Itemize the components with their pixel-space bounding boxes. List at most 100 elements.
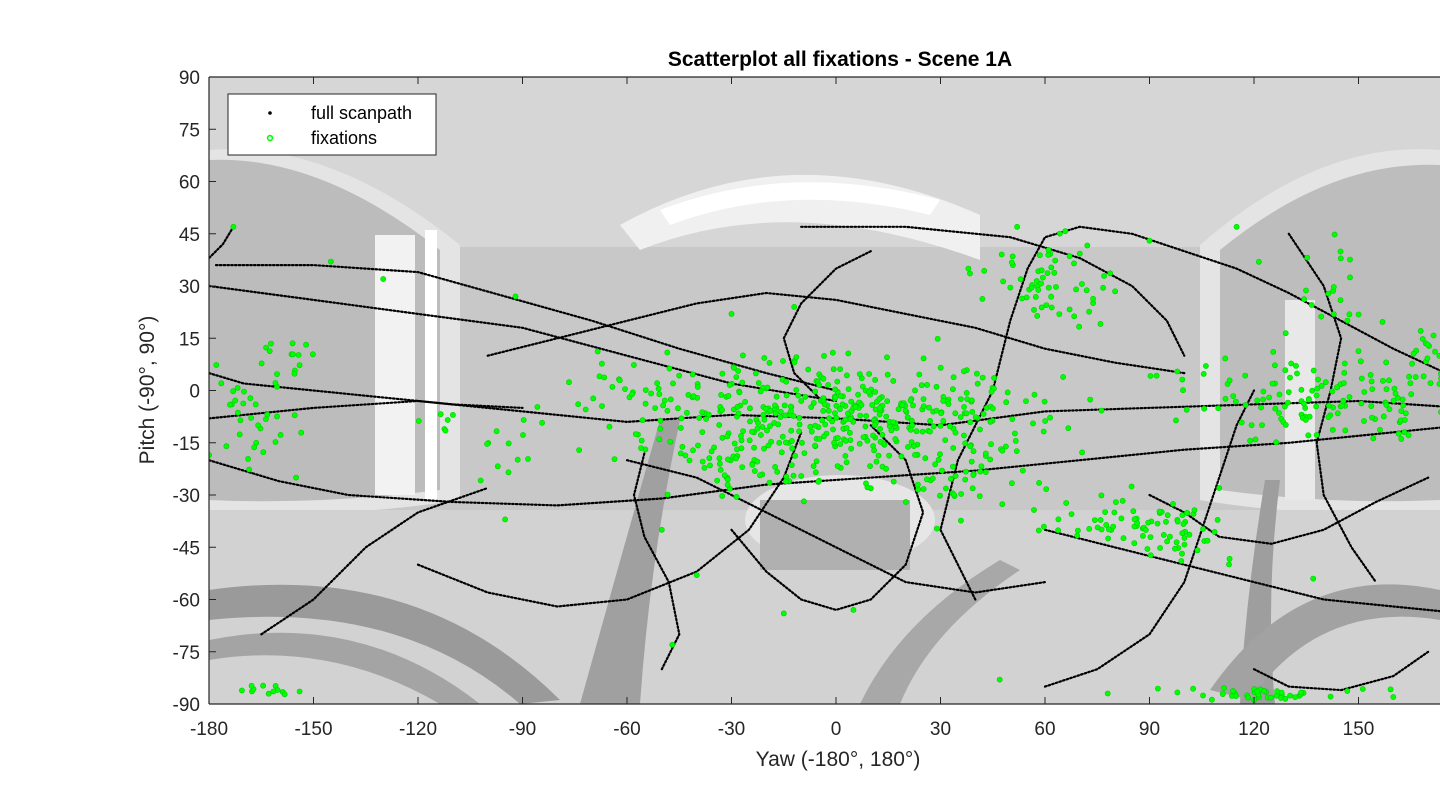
fixation-point [877, 438, 884, 445]
fixation-point [832, 410, 838, 416]
fixation-point [1347, 256, 1353, 263]
fixation-point [1043, 486, 1050, 492]
fixation-point [1104, 690, 1111, 697]
fixation-point [1057, 230, 1063, 237]
panorama-background [209, 77, 1440, 704]
x-tick-label: -60 [613, 719, 640, 740]
fixation-point [502, 516, 508, 523]
fixation-point [716, 422, 723, 428]
fixation-point [950, 463, 956, 470]
fixation-point [1417, 327, 1424, 334]
fixation-point [1179, 376, 1186, 383]
y-tick-label: 15 [179, 329, 200, 350]
fixation-point [843, 459, 850, 466]
scanpath-line [209, 372, 524, 409]
fixation-point [830, 366, 837, 373]
fixation-point [1051, 269, 1058, 276]
fixation-point [988, 441, 994, 448]
fixation-point [863, 413, 870, 419]
fixation-point [837, 393, 844, 399]
fixation-point [1305, 432, 1312, 439]
fixation-point [664, 491, 671, 498]
fixation-point [525, 456, 531, 462]
fixation-point [638, 445, 644, 451]
fixation-point [774, 468, 781, 475]
fixation-point [1390, 397, 1397, 404]
fixation-point [859, 383, 866, 390]
fixation-point [857, 412, 864, 419]
fixation-point [937, 422, 944, 429]
fixation-point [582, 406, 589, 413]
fixation-point [810, 463, 817, 469]
scanpath-line [260, 486, 489, 636]
fixation-point [751, 468, 758, 474]
fixation-point [869, 401, 876, 408]
legend-box [227, 93, 437, 156]
fixation-point [1030, 420, 1036, 427]
fixation-point [864, 437, 871, 444]
fixation-point [848, 398, 855, 405]
fixation-point [1326, 402, 1332, 409]
fixation-point [1181, 535, 1188, 541]
fixation-point [1200, 526, 1206, 532]
fixation-point [642, 400, 649, 407]
fixation-point [735, 410, 742, 417]
fixation-point [779, 433, 786, 440]
fixation-point [1074, 532, 1081, 539]
fixation-point [772, 410, 779, 417]
fixation-point [1276, 410, 1282, 416]
fixation-point [965, 265, 972, 272]
fixation-point [258, 360, 265, 367]
fixation-point [539, 419, 545, 426]
fixation-point [1038, 267, 1045, 274]
fixation-point [1167, 533, 1173, 540]
fixation-point [1170, 501, 1176, 507]
fixation-point [890, 419, 897, 426]
fixation-point [890, 377, 897, 384]
fixation-point [493, 428, 500, 435]
scanpath-line [730, 424, 925, 612]
fixation-point [218, 380, 225, 387]
fixation-point [1048, 304, 1055, 311]
fixation-point [922, 455, 929, 462]
fixation-point [1242, 372, 1249, 379]
fixation-point [1359, 686, 1366, 692]
fixation-point [974, 380, 981, 387]
fixation-point [1203, 363, 1209, 369]
fixation-point [915, 486, 922, 493]
fixation-point [821, 433, 827, 440]
fixation-point [926, 404, 932, 411]
fixation-point [832, 386, 838, 393]
fixation-point [1346, 311, 1353, 318]
fixation-point [747, 418, 753, 425]
fixation-point [1380, 413, 1387, 420]
legend-label-fixations: fixations [311, 128, 377, 148]
fixation-point [701, 464, 708, 471]
fixation-point [1173, 417, 1179, 424]
fixation-point [822, 421, 829, 428]
fixation-point [648, 390, 654, 397]
fixation-point [652, 405, 658, 411]
fixation-point [799, 439, 805, 446]
fixation-point [716, 455, 723, 462]
fixation-point [967, 443, 974, 450]
fixation-point [952, 410, 959, 417]
fixation-point [979, 374, 986, 381]
x-tick-label: 30 [930, 719, 951, 740]
fixation-point [689, 371, 696, 378]
fixation-point [1008, 259, 1015, 266]
fixation-point [1285, 399, 1291, 406]
x-tick-label: -30 [718, 719, 745, 740]
fixation-point [920, 355, 927, 362]
fixation-point [950, 386, 956, 393]
fixation-point [1179, 550, 1185, 557]
fixation-point [717, 460, 723, 467]
fixation-point [1292, 694, 1298, 700]
fixation-point [757, 388, 764, 395]
fixation-point [798, 473, 805, 479]
fixation-point [815, 478, 822, 485]
fixation-point [847, 429, 853, 436]
fixation-point [733, 374, 740, 380]
y-tick-label: 0 [189, 382, 200, 403]
fixation-point [948, 475, 954, 482]
